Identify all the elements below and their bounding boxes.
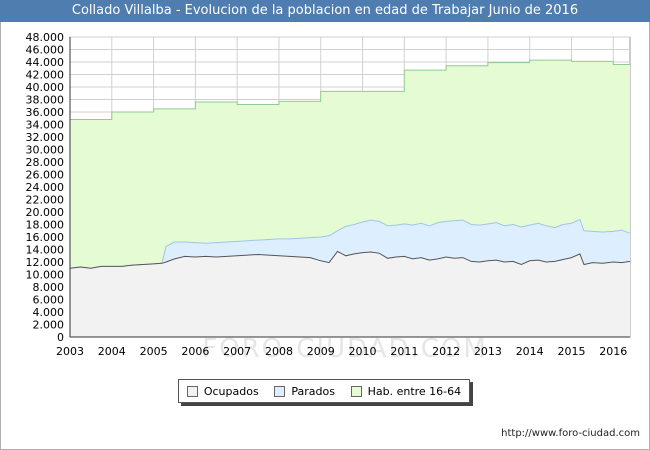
ocupados-area	[70, 251, 630, 337]
x-tick-label: 2009	[307, 345, 335, 358]
x-tick-label: 2007	[223, 345, 251, 358]
legend-label-ocupados: Ocupados	[203, 384, 259, 398]
y-tick-label: 6.000	[33, 294, 65, 307]
x-tick-label: 2008	[265, 345, 293, 358]
y-tick-label: 40.000	[26, 81, 65, 94]
y-tick-label: 14.000	[26, 244, 65, 257]
y-tick-label: 4.000	[33, 306, 65, 319]
x-tick-label: 2006	[181, 345, 209, 358]
y-tick-label: 36.000	[26, 106, 65, 119]
y-tick-label: 12.000	[26, 256, 65, 269]
legend-label-hab: Hab. entre 16-64	[367, 384, 462, 398]
chart-title: Collado Villalba - Evolucion de la pobla…	[0, 0, 650, 22]
y-tick-label: 20.000	[26, 206, 65, 219]
x-tick-label: 2003	[56, 345, 84, 358]
population-chart: FORO-CIUDAD.COM 02.0004.0006.0008.00010.…	[26, 31, 631, 364]
legend-label-parados: Parados	[291, 384, 335, 398]
y-tick-label: 32.000	[26, 131, 65, 144]
legend: Ocupados Parados Hab. entre 16-64	[178, 379, 470, 403]
y-tick-label: 42.000	[26, 69, 65, 82]
legend-swatch-hab	[350, 385, 362, 397]
x-tick-label: 2004	[98, 345, 126, 358]
y-tick-label: 26.000	[26, 169, 65, 182]
parados-area-line	[69, 218, 631, 269]
x-tick-label: 2016	[599, 345, 627, 358]
y-tick-label: 48.000	[26, 31, 65, 44]
legend-item-hab: Hab. entre 16-64	[350, 384, 462, 398]
y-tick-label: 30.000	[26, 144, 65, 157]
y-tick-label: 34.000	[26, 119, 65, 132]
y-tick-label: 18.000	[26, 219, 65, 232]
y-tick-label: 46.000	[26, 44, 65, 57]
y-tick-label: 28.000	[26, 156, 65, 169]
x-tick-label: 2014	[516, 345, 544, 358]
y-tick-label: 2.000	[33, 319, 65, 332]
y-tick-label: 8.000	[33, 281, 65, 294]
y-tick-label: 10.000	[26, 269, 65, 282]
y-tick-label: 44.000	[26, 56, 65, 69]
chart-areas	[69, 59, 631, 337]
x-tick-label: 2013	[474, 345, 502, 358]
x-axis-ticks: 2003 2004 2005 2006 2007 2008 2009 2010 2011 2012…	[56, 345, 627, 358]
ocupados-area-line	[69, 250, 631, 269]
y-tick-label: 16.000	[26, 231, 65, 244]
legend-swatch-parados	[274, 385, 286, 397]
x-tick-label: 2005	[140, 345, 168, 358]
legend-swatch-ocupados	[186, 385, 198, 397]
footer-url: http://www.foro-ciudad.com	[501, 428, 640, 439]
y-tick-label: 0	[57, 331, 64, 344]
watermark: FORO-CIUDAD.COM	[202, 334, 488, 364]
x-tick-label: 2012	[432, 345, 460, 358]
x-tick-label: 2011	[390, 345, 418, 358]
y-tick-label: 22.000	[26, 194, 65, 207]
y-tick-label: 38.000	[26, 94, 65, 107]
x-tick-label: 2010	[349, 345, 377, 358]
x-tick-label: 2015	[557, 345, 585, 358]
legend-item-parados: Parados	[274, 385, 335, 398]
y-axis-ticks: 02.0004.0006.0008.00010.00012.00014.0001…	[26, 31, 65, 344]
hab-area-line	[70, 59, 630, 120]
legend-item-ocupados: Ocupados	[186, 384, 259, 398]
y-tick-label: 24.000	[26, 181, 65, 194]
